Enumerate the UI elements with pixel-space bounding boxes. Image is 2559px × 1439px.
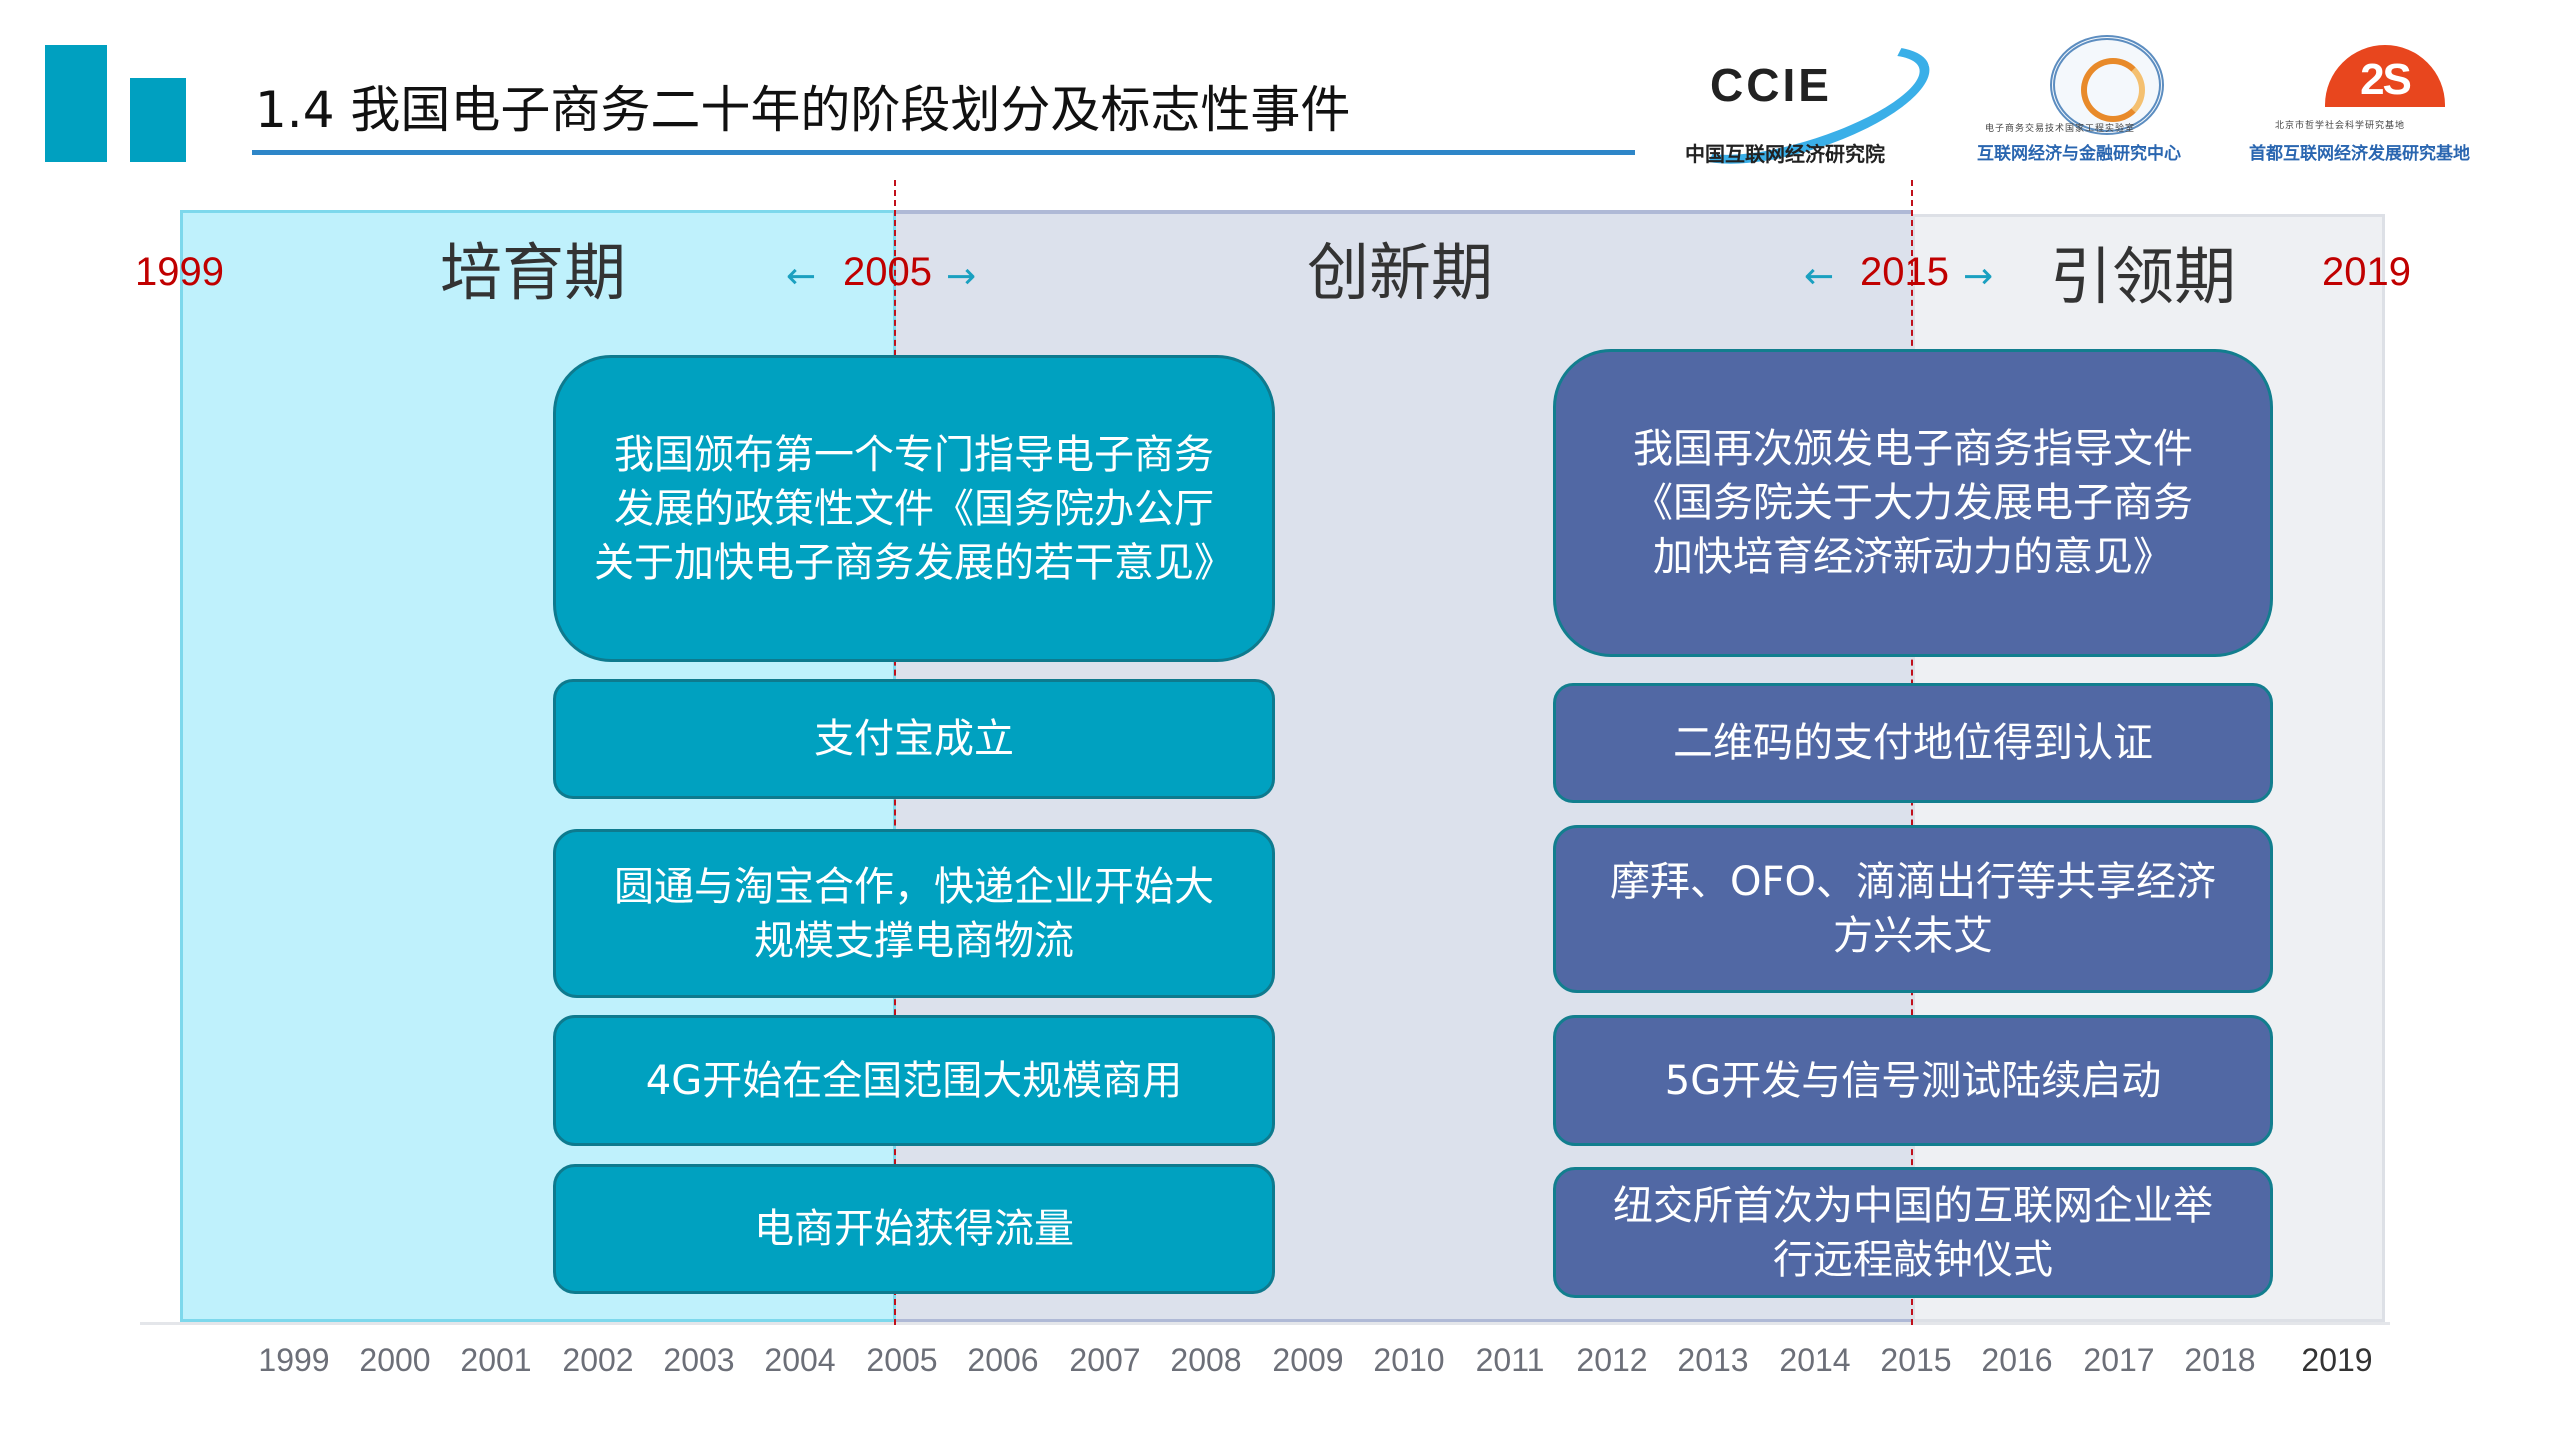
arrow-left-icon: ← xyxy=(1804,256,1835,297)
timeline-baseline xyxy=(140,1322,2390,1325)
axis-year: 2011 xyxy=(1475,1342,1545,1378)
phase-label-leading: 引领期 xyxy=(2050,240,2237,313)
dragon-seal-icon xyxy=(2050,35,2164,135)
event-line: 5G开发与信号测试陆续启动 xyxy=(1664,1057,2162,1104)
axis-year: 2000 xyxy=(359,1342,431,1378)
event-line: 《国务院关于大力发展电子商务 xyxy=(1633,480,2193,526)
event-box-sharing-economy: 摩拜、OFO、滴滴出行等共享经济 方兴未艾 xyxy=(1553,825,2273,993)
marker-year-end: 2019 xyxy=(2322,250,2411,294)
axis-year: 2018 xyxy=(2184,1342,2256,1378)
logo-2s: 2S 北京市哲学社会科学研究基地 首都互联网经济发展研究基地 xyxy=(2245,35,2535,170)
axis-year: 2017 xyxy=(2083,1342,2155,1378)
logo-subcaption: 北京市哲学社会科学研究基地 xyxy=(2275,121,2406,131)
event-line: 关于加快电子商务发展的若干意见》 xyxy=(594,539,1234,586)
event-line: 圆通与淘宝合作，快递企业开始大 xyxy=(614,863,1214,910)
event-line: 我国颁布第一个专门指导电子商务 xyxy=(614,431,1214,478)
event-line: 支付宝成立 xyxy=(814,716,1014,762)
title-underline xyxy=(252,150,1635,155)
axis-year: 2010 xyxy=(1373,1342,1445,1378)
dragon-icon xyxy=(2081,58,2145,122)
logo-dragon-seal: 电子商务交易技术国家工程实验室 互联网经济与金融研究中心 xyxy=(1975,35,2240,170)
phase-label-innovation: 创新期 xyxy=(1307,236,1494,309)
event-line: 纽交所首次为中国的互联网企业举 xyxy=(1613,1182,2213,1229)
axis-year: 2014 xyxy=(1779,1342,1851,1378)
event-line: 加快培育经济新动力的意见》 xyxy=(1653,534,2173,580)
event-line: 方兴未艾 xyxy=(1832,913,1993,959)
marker-year-2005: 2005 xyxy=(843,250,932,294)
phase-label-cultivation: 培育期 xyxy=(440,236,627,309)
axis-year: 1999 xyxy=(258,1342,330,1378)
event-box-4g: 4G开始在全国范围大规模商用 xyxy=(553,1015,1275,1146)
accent-bar-tall xyxy=(45,45,107,162)
axis-year: 2004 xyxy=(764,1342,836,1378)
logo-caption: 首都互联网经济发展研究基地 xyxy=(2249,144,2470,164)
event-box-nyse-bell: 纽交所首次为中国的互联网企业举 行远程敲钟仪式 xyxy=(1553,1167,2273,1298)
event-box-5g: 5G开发与信号测试陆续启动 xyxy=(1553,1015,2273,1146)
axis-year: 2009 xyxy=(1272,1342,1344,1378)
event-box-alipay: 支付宝成立 xyxy=(553,679,1275,799)
logo-subcaption: 电子商务交易技术国家工程实验室 xyxy=(1985,124,2136,134)
axis-year: 2006 xyxy=(967,1342,1039,1378)
marker-year-start: 1999 xyxy=(135,250,224,294)
axis-year: 2013 xyxy=(1677,1342,1749,1378)
event-line: 二维码的支付地位得到认证 xyxy=(1673,720,2153,766)
axis-year: 2005 xyxy=(866,1342,938,1378)
accent-bar-short xyxy=(130,78,186,162)
event-line: 规模支撑电商物流 xyxy=(754,917,1074,964)
arrow-right-icon: → xyxy=(1963,256,1994,297)
page-title: 1.4 我国电子商务二十年的阶段划分及标志性事件 xyxy=(255,81,1351,139)
axis-year: 2015 xyxy=(1880,1342,1952,1378)
axis-year: 2001 xyxy=(460,1342,532,1378)
logo-caption: 互联网经济与金融研究中心 xyxy=(1977,144,2181,164)
arrow-left-icon: ← xyxy=(786,256,817,297)
arrow-right-icon: → xyxy=(946,256,977,297)
2s-sun-icon: 2S xyxy=(2325,45,2445,107)
axis-year: 2008 xyxy=(1170,1342,1242,1378)
event-line: 电商开始获得流量 xyxy=(754,1206,1074,1252)
event-line: 发展的政策性文件《国务院办公厅 xyxy=(614,485,1214,532)
logo-caption: 中国互联网经济研究院 xyxy=(1685,142,1885,166)
axis-year: 2019 xyxy=(2301,1342,2373,1378)
axis-year: 2016 xyxy=(1981,1342,2053,1378)
axis-year: 2002 xyxy=(562,1342,634,1378)
ccie-wordmark: CCIE xyxy=(1710,59,1832,111)
marker-year-2015: 2015 xyxy=(1860,250,1949,294)
event-box-logistics: 圆通与淘宝合作，快递企业开始大 规模支撑电商物流 xyxy=(553,829,1275,998)
axis-year: 2007 xyxy=(1069,1342,1141,1378)
event-box-qr-payment: 二维码的支付地位得到认证 xyxy=(1553,683,2273,803)
event-box-policy-2015: 我国再次颁发电子商务指导文件 《国务院关于大力发展电子商务 加快培育经济新动力的… xyxy=(1553,349,2273,657)
event-box-policy-2005: 我国颁布第一个专门指导电子商务 发展的政策性文件《国务院办公厅 关于加快电子商务… xyxy=(553,355,1275,662)
event-box-traffic: 电商开始获得流量 xyxy=(553,1164,1275,1294)
axis-year: 2012 xyxy=(1576,1342,1648,1378)
logo-ccie: CCIE 中国互联网经济研究院 xyxy=(1665,22,1955,188)
event-line: 行远程敲钟仪式 xyxy=(1773,1236,2053,1283)
event-line: 我国再次颁发电子商务指导文件 xyxy=(1633,426,2193,472)
event-line: 摩拜、OFO、滴滴出行等共享经济 xyxy=(1610,859,2216,905)
axis-year: 2003 xyxy=(663,1342,735,1378)
event-line: 4G开始在全国范围大规模商用 xyxy=(645,1057,1183,1104)
